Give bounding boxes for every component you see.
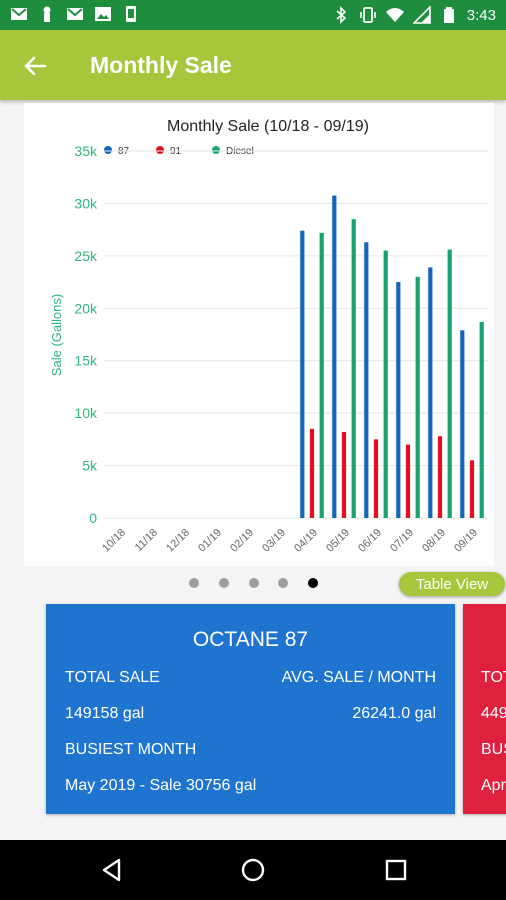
y-axis-label: Sale (Gallons) bbox=[49, 294, 64, 376]
gmail-icon bbox=[11, 8, 27, 20]
total-sale-value-fragment: 449 bbox=[481, 705, 506, 722]
bar-Diesel-08/19 bbox=[447, 249, 452, 518]
card-title: OCTANE 87 bbox=[192, 628, 309, 651]
bar-87-04/19 bbox=[300, 230, 305, 518]
bar-87-05/19 bbox=[332, 195, 337, 518]
back-triangle-icon[interactable] bbox=[98, 856, 126, 884]
table-view-button[interactable]: Table View bbox=[399, 572, 505, 596]
bar-Diesel-04/19 bbox=[319, 232, 324, 518]
x-tick-label: 02/19 bbox=[228, 527, 256, 555]
gmail-icon bbox=[67, 8, 83, 20]
chart-pager bbox=[0, 575, 506, 591]
legend-marker bbox=[212, 146, 220, 154]
bar-Diesel-05/19 bbox=[351, 219, 356, 518]
bar-91-08/19 bbox=[437, 436, 443, 518]
pager-dot-2[interactable] bbox=[219, 578, 229, 588]
y-tick-label: 20k bbox=[74, 300, 98, 316]
avg-sale-label: AVG. SALE / MONTH bbox=[281, 669, 436, 686]
y-tick-label: 10k bbox=[74, 405, 98, 421]
legend-marker bbox=[156, 146, 164, 154]
y-tick-label: 35k bbox=[74, 143, 98, 159]
home-circle-icon[interactable] bbox=[239, 856, 267, 884]
chart-card: Monthly Sale (10/18 - 09/19) 87 91 Diesel … bbox=[24, 103, 494, 566]
navigation-bar bbox=[0, 840, 506, 900]
wifi-icon bbox=[385, 8, 404, 22]
recents-square-icon[interactable] bbox=[382, 856, 410, 884]
pager-dot-4[interactable] bbox=[278, 578, 288, 588]
chart-grid bbox=[104, 150, 488, 519]
status-time: 3:43 bbox=[466, 6, 496, 24]
x-tick-label: 01/19 bbox=[196, 527, 224, 555]
bar-Diesel-09/19 bbox=[479, 321, 484, 518]
monthly-sale-chart: Monthly Sale (10/18 - 09/19) 87 91 Diesel … bbox=[49, 118, 488, 555]
total-sale-label-fragment: TOT bbox=[481, 669, 506, 686]
chart-title: Monthly Sale (10/18 - 09/19) bbox=[167, 118, 369, 135]
battery-icon bbox=[443, 7, 454, 23]
busiest-month-label-fragment: BUS bbox=[481, 741, 506, 758]
bluetooth-icon bbox=[336, 6, 346, 24]
y-tick-label: 5k bbox=[82, 458, 98, 474]
busiest-month-value-fragment: Apr bbox=[481, 777, 506, 794]
x-tick-label: 10/18 bbox=[100, 527, 128, 555]
page-title: Monthly Sale bbox=[90, 52, 232, 78]
x-tick-label: 04/19 bbox=[292, 527, 320, 555]
x-tick-label: 08/19 bbox=[420, 527, 448, 555]
bar-Diesel-07/19 bbox=[415, 276, 420, 518]
y-tick-label: 25k bbox=[74, 248, 98, 264]
busiest-month-label: BUSIEST MONTH bbox=[65, 741, 197, 758]
busiest-month-value: May 2019 - Sale 30756 gal bbox=[65, 777, 257, 794]
bar-87-09/19 bbox=[460, 330, 465, 518]
x-tick-label: 06/19 bbox=[356, 527, 384, 555]
arrow-back-icon[interactable] bbox=[22, 53, 48, 79]
x-axis: 10/18 11/18 12/18 01/19 02/19 03/19 04/19 05/19… bbox=[100, 527, 480, 555]
pager-dot-5[interactable] bbox=[308, 578, 318, 588]
bar-91-04/19 bbox=[309, 428, 315, 518]
total-sale-label: TOTAL SALE bbox=[65, 669, 160, 686]
total-sale-value: 149158 gal bbox=[65, 705, 145, 722]
y-tick-label: 15k bbox=[74, 353, 98, 369]
signal-icon bbox=[412, 6, 431, 24]
app-bar: Monthly Sale bbox=[0, 30, 506, 100]
bar-91-05/19 bbox=[341, 432, 347, 518]
image-icon bbox=[95, 7, 111, 21]
pager-dot-3[interactable] bbox=[249, 578, 259, 588]
bar-87-08/19 bbox=[428, 267, 433, 518]
chart-bars bbox=[300, 195, 484, 518]
bar-87-07/19 bbox=[396, 282, 401, 518]
phone-icon bbox=[126, 6, 136, 22]
octane-87-card[interactable]: OCTANE 87 TOTAL SALE AVG. SALE / MONTH 1… bbox=[46, 604, 455, 814]
pager-dot-1[interactable] bbox=[189, 578, 199, 588]
avg-sale-value: 26241.0 gal bbox=[352, 705, 436, 722]
status-bar: 3:43 bbox=[0, 0, 506, 30]
x-tick-label: 09/19 bbox=[452, 527, 480, 555]
bar-91-09/19 bbox=[469, 460, 475, 518]
x-tick-label: 11/18 bbox=[133, 527, 160, 554]
octane-91-card[interactable]: TOT 449 BUS Apr bbox=[463, 604, 506, 814]
bar-91-06/19 bbox=[373, 439, 379, 518]
person-icon bbox=[43, 6, 51, 22]
bar-87-06/19 bbox=[364, 242, 369, 518]
bar-Diesel-06/19 bbox=[383, 250, 388, 518]
vibrate-icon bbox=[359, 7, 376, 23]
x-tick-label: 07/19 bbox=[388, 527, 416, 555]
x-tick-label: 12/18 bbox=[164, 527, 192, 555]
y-axis: 0 5k 10k 15k 20k 25k 30k 35k bbox=[74, 143, 98, 526]
legend-marker bbox=[104, 146, 112, 154]
x-tick-label: 03/19 bbox=[260, 527, 288, 555]
x-tick-label: 05/19 bbox=[324, 527, 352, 555]
y-tick-label: 0 bbox=[89, 510, 97, 526]
bar-91-07/19 bbox=[405, 444, 411, 518]
y-tick-label: 30k bbox=[74, 195, 98, 211]
